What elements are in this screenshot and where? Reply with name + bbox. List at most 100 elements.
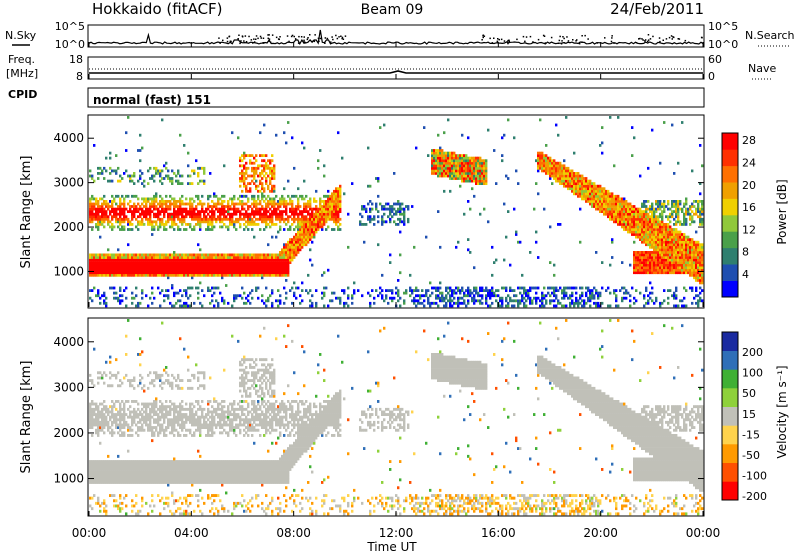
power-cell bbox=[267, 256, 270, 259]
power-cell bbox=[131, 273, 134, 277]
power-cell bbox=[299, 248, 302, 252]
power-cell bbox=[201, 253, 204, 257]
power-cell bbox=[585, 301, 588, 305]
power-cell bbox=[161, 258, 164, 262]
power-cell bbox=[193, 217, 196, 221]
power-cell bbox=[181, 263, 184, 267]
power-cell bbox=[269, 200, 272, 203]
power-cell bbox=[677, 268, 680, 272]
power-cell bbox=[189, 263, 192, 267]
power-cell bbox=[537, 151, 540, 155]
power-cell bbox=[595, 251, 598, 254]
power-cell bbox=[105, 200, 108, 203]
power-cell bbox=[283, 187, 286, 191]
power-cell bbox=[515, 230, 518, 234]
power-cell bbox=[117, 220, 120, 224]
power-cell bbox=[301, 141, 304, 145]
power-cell bbox=[121, 273, 124, 277]
power-cell bbox=[467, 172, 470, 175]
power-cell bbox=[319, 225, 322, 229]
power-cell bbox=[657, 235, 660, 239]
power-cell bbox=[285, 296, 288, 300]
power-cell bbox=[621, 261, 624, 264]
power-cell bbox=[297, 220, 300, 224]
beam-label: Beam 09 bbox=[361, 2, 424, 18]
power-cell bbox=[253, 273, 256, 277]
power-cell bbox=[449, 169, 452, 173]
power-cell bbox=[217, 200, 220, 203]
power-cell bbox=[337, 200, 340, 203]
power-cell bbox=[659, 266, 662, 270]
power-cell bbox=[129, 258, 132, 262]
power-cell bbox=[485, 174, 488, 178]
power-cell bbox=[167, 256, 170, 259]
power-cell bbox=[255, 212, 258, 216]
power-cell bbox=[121, 228, 124, 231]
power-cell bbox=[141, 182, 144, 185]
power-cell bbox=[435, 156, 438, 160]
power-cell bbox=[649, 223, 652, 226]
power-cell bbox=[243, 207, 246, 211]
power-cell bbox=[677, 266, 680, 270]
power-cell bbox=[255, 200, 258, 203]
power-cell bbox=[171, 215, 174, 219]
power-cell bbox=[131, 210, 134, 213]
power-cell bbox=[291, 212, 294, 216]
noise-dot bbox=[649, 38, 652, 40]
power-cell bbox=[137, 301, 140, 305]
power-cell bbox=[559, 164, 562, 168]
power-cell bbox=[137, 207, 140, 211]
power-cell bbox=[461, 174, 464, 178]
power-cell bbox=[483, 177, 486, 180]
power-cell bbox=[177, 299, 180, 303]
power-cell bbox=[147, 217, 150, 221]
power-cell bbox=[307, 205, 310, 208]
power-cell bbox=[471, 179, 474, 183]
power-cell bbox=[97, 258, 100, 262]
power-cell bbox=[177, 228, 180, 231]
power-cell bbox=[467, 169, 470, 173]
power-cell bbox=[103, 194, 106, 198]
power-cell bbox=[675, 304, 678, 308]
power-cell bbox=[313, 197, 316, 201]
power-cell bbox=[289, 202, 292, 206]
power-cell bbox=[321, 217, 324, 221]
power-cell bbox=[501, 299, 504, 303]
power-cell bbox=[179, 266, 182, 270]
power-cell bbox=[629, 223, 632, 226]
power-cell bbox=[299, 238, 302, 241]
power-cell bbox=[207, 205, 210, 208]
power-cell bbox=[641, 223, 644, 226]
power-cell bbox=[281, 215, 284, 219]
power-cell bbox=[339, 299, 342, 303]
power-cell bbox=[537, 192, 540, 196]
power-cell bbox=[289, 225, 292, 229]
power-cell bbox=[601, 126, 604, 129]
power-cell bbox=[237, 263, 240, 267]
power-cell bbox=[371, 289, 374, 292]
power-cell bbox=[585, 189, 588, 193]
power-cell bbox=[227, 210, 230, 213]
power-cell bbox=[99, 273, 102, 277]
power-cell bbox=[193, 256, 196, 259]
power-cell bbox=[463, 156, 466, 160]
power-cell bbox=[171, 197, 174, 201]
power-cell bbox=[387, 289, 390, 292]
power-cell bbox=[537, 161, 540, 165]
power-cell bbox=[489, 304, 492, 308]
power-cell bbox=[477, 164, 480, 168]
power-cell bbox=[189, 268, 192, 272]
power-cell bbox=[221, 273, 224, 277]
power-cell bbox=[139, 169, 142, 173]
power-cell bbox=[235, 273, 238, 277]
power-cell bbox=[655, 220, 658, 224]
power-cell bbox=[439, 154, 442, 157]
power-cell bbox=[297, 233, 300, 236]
power-cell bbox=[295, 207, 298, 211]
power-cell bbox=[185, 271, 188, 275]
power-cell bbox=[207, 225, 210, 229]
power-cell bbox=[657, 202, 660, 206]
power-cell bbox=[655, 263, 658, 267]
power-cell bbox=[285, 263, 288, 267]
power-cell bbox=[95, 268, 98, 272]
